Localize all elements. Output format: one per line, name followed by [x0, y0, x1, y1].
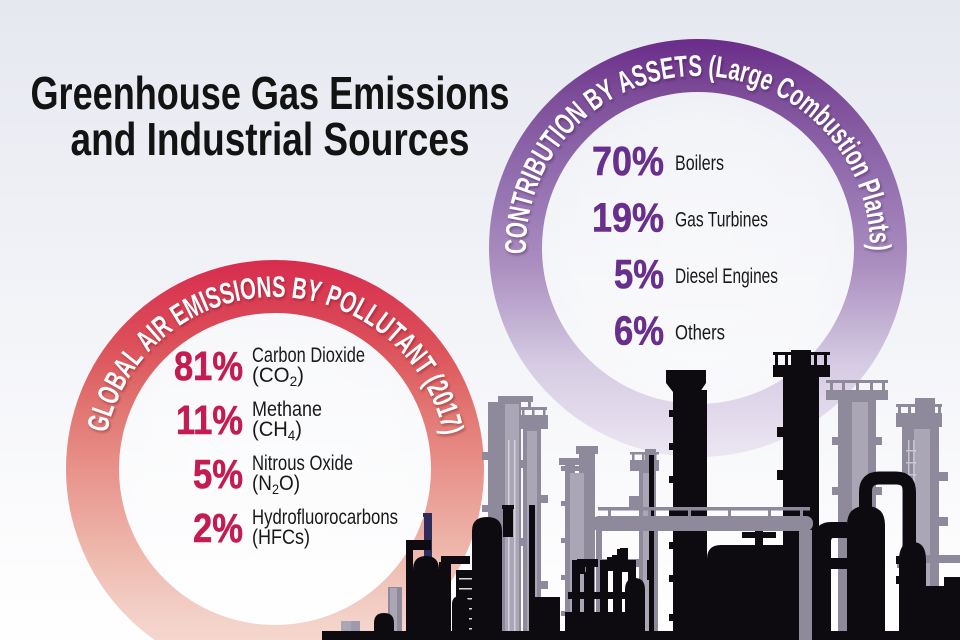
svg-text:B: B: [291, 274, 310, 308]
svg-text:L: L: [714, 51, 731, 85]
svg-text:n: n: [860, 209, 894, 227]
svg-text:Nitrous Oxide: Nitrous Oxide: [252, 452, 353, 475]
svg-text:70%: 70%: [592, 138, 664, 184]
svg-text:S: S: [272, 271, 286, 304]
svg-text:81%: 81%: [174, 343, 243, 389]
svg-text:and Industrial Sources: and Industrial Sources: [71, 113, 470, 165]
svg-text:): ): [863, 244, 896, 251]
svg-text:O: O: [238, 272, 259, 307]
svg-text:5%: 5%: [614, 251, 664, 297]
svg-text:(CH4): (CH4): [252, 418, 302, 443]
svg-text:S: S: [273, 273, 287, 306]
svg-text:Boilers: Boilers: [675, 152, 724, 175]
svg-text:Others: Others: [675, 322, 725, 345]
svg-text:C: C: [500, 239, 533, 254]
svg-text:): ): [864, 246, 897, 253]
svg-text:s: s: [862, 231, 895, 244]
svg-text:B: B: [290, 272, 309, 306]
svg-text:Hydrofluorocarbons: Hydrofluorocarbons: [252, 506, 398, 529]
svg-text:T: T: [675, 52, 691, 86]
svg-text:N: N: [257, 273, 274, 307]
svg-text:(: (: [707, 51, 717, 84]
svg-text:n: n: [861, 211, 895, 229]
svg-text:Methane: Methane: [252, 398, 322, 421]
svg-text:t: t: [862, 223, 895, 234]
svg-text:O: O: [500, 221, 534, 240]
svg-text:s: s: [864, 233, 897, 246]
svg-text:Greenhouse Gas Emissions: Greenhouse Gas Emissions: [31, 67, 510, 119]
svg-text:(HFCs): (HFCs): [252, 526, 310, 549]
svg-text:2%: 2%: [193, 505, 243, 551]
svg-text:Gas Turbines: Gas Turbines: [675, 209, 768, 232]
svg-text:S: S: [689, 52, 703, 85]
svg-text:O: O: [239, 274, 260, 309]
svg-text:E: E: [658, 52, 677, 86]
svg-text:E: E: [659, 54, 678, 88]
svg-text:N: N: [504, 206, 539, 227]
svg-text:(: (: [709, 52, 719, 85]
svg-text:6%: 6%: [614, 308, 664, 354]
svg-text:C: C: [501, 241, 534, 256]
svg-text:5%: 5%: [193, 451, 243, 497]
svg-text:t: t: [863, 225, 896, 236]
svg-text:19%: 19%: [592, 195, 664, 241]
svg-text:11%: 11%: [176, 397, 243, 443]
svg-text:L: L: [715, 53, 732, 87]
svg-text:Carbon Dioxide: Carbon Dioxide: [252, 344, 365, 367]
svg-text:N: N: [256, 271, 273, 305]
svg-text:S: S: [688, 50, 702, 83]
svg-text:T: T: [673, 51, 689, 85]
svg-text:O: O: [502, 223, 536, 242]
svg-text:Diesel Engines: Diesel Engines: [675, 265, 778, 288]
svg-text:(CO2): (CO2): [252, 364, 304, 389]
svg-text:N: N: [502, 204, 537, 225]
